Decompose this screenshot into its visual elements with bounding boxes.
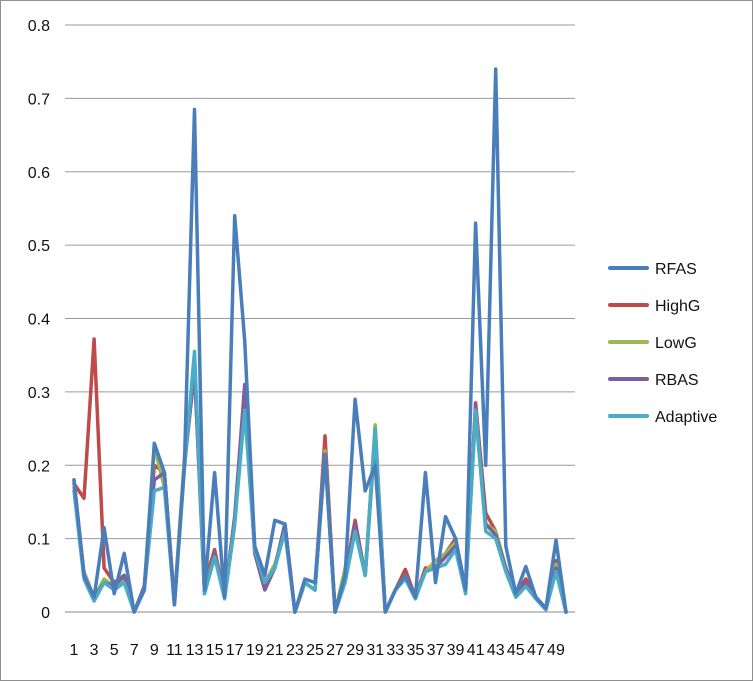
y-tick-label: 0.5: [28, 238, 50, 255]
x-tick-label: 7: [130, 642, 139, 659]
x-tick-label: 3: [90, 642, 99, 659]
legend-item-rbas: RBAS: [608, 372, 699, 389]
legend-item-adaptive: Adaptive: [608, 409, 717, 426]
series-lines: [72, 67, 568, 614]
legend-label: RBAS: [655, 372, 699, 389]
x-tick-label: 13: [186, 642, 204, 659]
legend-item-rfas: RFAS: [608, 261, 697, 278]
legend-label: RFAS: [655, 261, 697, 278]
series-line-rfas: [72, 67, 568, 614]
y-tick-label: 0.3: [28, 385, 50, 402]
x-tick-label: 43: [487, 642, 505, 659]
x-tick-label: 41: [467, 642, 485, 659]
legend-label: HighG: [655, 298, 700, 315]
y-tick-label: 0.7: [28, 91, 50, 108]
x-tick-label: 25: [306, 642, 324, 659]
x-tick-label: 31: [366, 642, 384, 659]
legend-label: LowG: [655, 335, 697, 352]
x-tick-label: 33: [386, 642, 404, 659]
x-tick-label: 15: [206, 642, 224, 659]
x-tick-label: 11: [166, 642, 183, 659]
x-tick-label: 19: [246, 642, 264, 659]
x-axis-tick-labels: 1 3 5 7 9 11 13 15 17 19 21 23 25 27 29 31 33 35 37 39 41 43 4…: [70, 642, 565, 659]
y-tick-label: 0.6: [28, 165, 50, 182]
y-tick-label: 0.8: [28, 18, 50, 35]
legend-item-highg: HighG: [608, 298, 700, 315]
x-tick-label: 49: [547, 642, 565, 659]
legend-label: Adaptive: [655, 409, 717, 426]
x-tick-label: 9: [150, 642, 159, 659]
y-axis-tick-labels: 0 0.1 0.2 0.3 0.4 0.5 0.6 0.7 0.8: [28, 18, 50, 622]
legend-item-lowg: LowG: [608, 335, 697, 352]
x-tick-label: 27: [326, 642, 344, 659]
x-tick-label: 37: [427, 642, 445, 659]
y-tick-label: 0: [41, 605, 50, 622]
x-tick-label: 21: [266, 642, 284, 659]
x-tick-label: 47: [527, 642, 545, 659]
series-line-adaptive: [72, 349, 568, 614]
x-tick-label: 23: [286, 642, 304, 659]
x-tick-label: 39: [447, 642, 465, 659]
x-tick-label: 35: [406, 642, 424, 659]
x-tick-label: 29: [346, 642, 364, 659]
y-tick-label: 0.2: [28, 458, 50, 475]
x-tick-label: 5: [110, 642, 119, 659]
legend: RFAS HighG LowG RBAS Adaptive: [608, 261, 717, 426]
y-tick-label: 0.1: [28, 532, 50, 549]
y-tick-label: 0.4: [28, 312, 50, 329]
x-tick-label: 1: [70, 642, 79, 659]
x-tick-label: 17: [226, 642, 244, 659]
x-tick-label: 45: [507, 642, 525, 659]
